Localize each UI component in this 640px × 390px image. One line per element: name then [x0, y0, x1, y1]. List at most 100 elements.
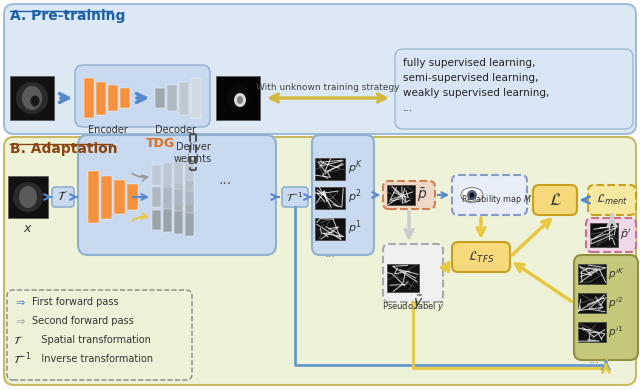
Ellipse shape — [22, 86, 42, 110]
Bar — [101, 176, 112, 218]
Ellipse shape — [16, 82, 48, 114]
Bar — [88, 171, 99, 223]
Text: Inverse transformation: Inverse transformation — [32, 354, 153, 364]
Bar — [152, 187, 161, 207]
Bar — [155, 88, 165, 108]
Ellipse shape — [467, 190, 477, 200]
Bar — [174, 183, 183, 211]
Text: $p^2$: $p^2$ — [348, 188, 362, 206]
FancyBboxPatch shape — [315, 158, 345, 180]
Text: With unknown training strategy: With unknown training strategy — [256, 83, 400, 92]
Bar — [185, 204, 194, 236]
Bar — [84, 78, 94, 118]
Bar — [163, 163, 172, 187]
FancyBboxPatch shape — [395, 49, 633, 129]
FancyBboxPatch shape — [387, 185, 415, 205]
Ellipse shape — [234, 93, 246, 107]
Text: ...: ... — [403, 103, 413, 113]
Text: First forward pass: First forward pass — [32, 297, 118, 307]
Text: $p'^2$: $p'^2$ — [608, 295, 623, 311]
Bar — [185, 159, 194, 191]
Text: $x$: $x$ — [23, 222, 33, 235]
Text: $\Rightarrow$: $\Rightarrow$ — [13, 316, 26, 326]
FancyBboxPatch shape — [578, 322, 606, 342]
Ellipse shape — [237, 96, 243, 104]
Ellipse shape — [227, 84, 249, 112]
Bar — [114, 180, 125, 214]
Bar — [152, 210, 161, 230]
Text: A. Pre-training: A. Pre-training — [10, 9, 125, 23]
Text: Spatial transformation: Spatial transformation — [32, 335, 151, 345]
Text: Deliver
weights: Deliver weights — [174, 142, 212, 164]
FancyBboxPatch shape — [7, 290, 192, 380]
Bar — [152, 165, 161, 185]
FancyBboxPatch shape — [590, 223, 618, 247]
FancyBboxPatch shape — [282, 187, 308, 207]
FancyBboxPatch shape — [315, 218, 345, 240]
Bar — [96, 82, 106, 115]
Text: $\mathcal{T}^{-1}$: $\mathcal{T}^{-1}$ — [13, 351, 31, 367]
FancyBboxPatch shape — [216, 76, 260, 120]
FancyBboxPatch shape — [452, 175, 527, 215]
Bar — [163, 185, 172, 209]
Text: $\mathcal{L}_{TFS}$: $\mathcal{L}_{TFS}$ — [468, 250, 494, 264]
Bar — [120, 88, 130, 108]
Ellipse shape — [19, 186, 37, 208]
Ellipse shape — [461, 188, 483, 202]
Text: $p^K$: $p^K$ — [348, 159, 363, 177]
Text: weakly supervised learning,: weakly supervised learning, — [403, 88, 549, 98]
Text: $\bar{p}'$: $\bar{p}'$ — [620, 227, 631, 243]
FancyBboxPatch shape — [75, 65, 210, 127]
Bar — [167, 85, 177, 111]
FancyBboxPatch shape — [586, 218, 636, 252]
Text: fully supervised learning,: fully supervised learning, — [403, 58, 536, 68]
Text: semi-supervised learning,: semi-supervised learning, — [403, 73, 538, 83]
Text: $\mathcal{L}_{ment}$: $\mathcal{L}_{ment}$ — [596, 193, 628, 207]
FancyBboxPatch shape — [578, 293, 606, 313]
Bar — [127, 184, 138, 210]
FancyBboxPatch shape — [533, 185, 577, 215]
Bar — [174, 161, 183, 189]
Text: B. Adaptation: B. Adaptation — [10, 142, 118, 156]
FancyBboxPatch shape — [387, 264, 419, 292]
Text: Second forward pass: Second forward pass — [32, 316, 134, 326]
Text: ...: ... — [589, 355, 600, 365]
Text: $p'^K$: $p'^K$ — [608, 266, 625, 282]
FancyBboxPatch shape — [4, 137, 636, 385]
Bar — [174, 206, 183, 234]
Text: $\mathcal{T}$: $\mathcal{T}$ — [58, 190, 68, 204]
Bar — [191, 78, 201, 118]
Bar — [185, 181, 194, 213]
Text: ...: ... — [218, 173, 232, 187]
FancyBboxPatch shape — [4, 4, 636, 134]
Text: $p^1$: $p^1$ — [348, 219, 362, 237]
FancyBboxPatch shape — [8, 176, 48, 218]
Bar — [163, 208, 172, 232]
FancyBboxPatch shape — [383, 181, 435, 209]
Text: Reliability map $M$: Reliability map $M$ — [461, 193, 531, 206]
FancyBboxPatch shape — [452, 242, 510, 272]
FancyBboxPatch shape — [52, 187, 74, 207]
FancyBboxPatch shape — [315, 187, 345, 209]
Bar — [179, 82, 189, 115]
Text: $p'^1$: $p'^1$ — [608, 324, 623, 340]
Ellipse shape — [31, 96, 40, 106]
Text: Encoder: Encoder — [88, 125, 128, 135]
Ellipse shape — [13, 182, 43, 212]
Text: $\tilde{y}$: $\tilde{y}$ — [413, 293, 424, 312]
Text: $\mathcal{T}$: $\mathcal{T}$ — [13, 334, 23, 346]
Text: ...: ... — [324, 249, 335, 259]
Text: Pseudo label $\tilde{y}$: Pseudo label $\tilde{y}$ — [381, 300, 444, 314]
FancyBboxPatch shape — [78, 135, 276, 255]
FancyBboxPatch shape — [588, 185, 636, 215]
Text: TDG: TDG — [145, 137, 175, 150]
Ellipse shape — [470, 193, 474, 197]
FancyBboxPatch shape — [312, 135, 374, 255]
Text: $\Rightarrow$: $\Rightarrow$ — [13, 297, 26, 307]
Text: Decoder: Decoder — [154, 125, 195, 135]
Text: $\bar{p}$: $\bar{p}$ — [417, 186, 428, 204]
FancyBboxPatch shape — [578, 264, 606, 284]
Text: $\mathcal{T}^{-1}$: $\mathcal{T}^{-1}$ — [286, 190, 304, 204]
FancyBboxPatch shape — [383, 244, 443, 302]
Text: $\mathcal{L}$: $\mathcal{L}$ — [548, 191, 561, 209]
